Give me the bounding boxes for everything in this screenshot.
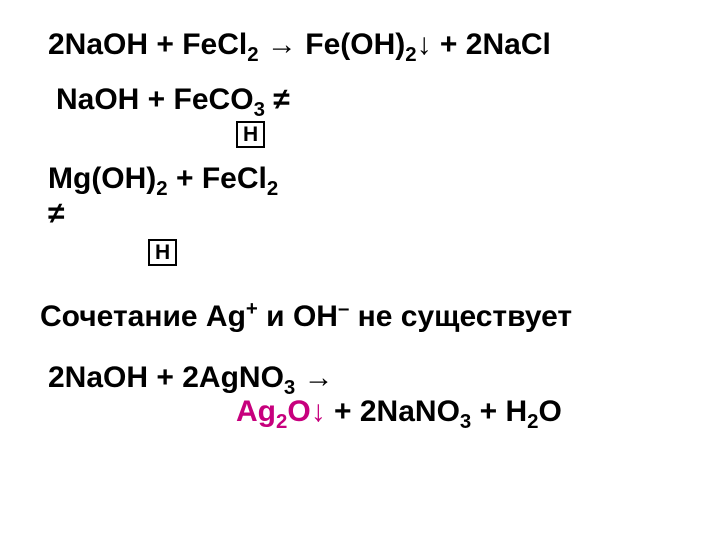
equation-3: Mg(OH)2 + FeCl2: [48, 162, 680, 197]
insoluble-box-1: Н: [236, 121, 265, 148]
eq5-p1b: O: [287, 395, 310, 428]
equation-1: 2NaOH + FeCl2 → Fe(OH)2↓ + 2NaCl: [48, 28, 680, 63]
equation-5-line2: Ag2O↓ + 2NaNO3 + H2O: [236, 395, 680, 430]
eq2-sub: 3: [254, 99, 265, 121]
eq1-prod1-sub: 2: [405, 44, 416, 66]
eq2-reactant: NaOH + FeCO: [56, 83, 254, 116]
eq1-sub1: 2: [247, 44, 258, 66]
eq3-r1: Mg(OH): [48, 162, 156, 195]
eq3-plus: + FeCl: [168, 162, 267, 195]
stmt-sup2: –: [338, 298, 349, 320]
stmt-b: и OH: [258, 300, 338, 333]
eq1-prod1: Fe(OH): [305, 28, 405, 61]
eq5-rest-a-sub: 3: [460, 411, 471, 433]
eq1-down: ↓: [417, 28, 432, 61]
eq1-rest: + 2NaCl: [432, 28, 551, 61]
eq5-rest-a: + 2NaNO: [326, 395, 460, 428]
eq5-p1: Ag: [236, 395, 276, 428]
eq5-prod-ag2o: Ag2O↓: [236, 395, 326, 428]
eq1-reactant: 2NaOH + FeCl: [48, 28, 247, 61]
eq5-r: 2NaOH + 2AgNO: [48, 361, 284, 394]
equation-3b: ≠: [48, 197, 680, 232]
eq3-neq: ≠: [48, 197, 64, 230]
statement: Сочетание Ag+ и OH– не существует: [40, 300, 680, 335]
eq2-neq: ≠: [265, 83, 290, 116]
eq1-arrow: →: [259, 28, 306, 61]
insoluble-box-1-wrap: Н: [236, 121, 680, 148]
eq5-arrow: →: [295, 361, 333, 394]
eq5-rest-b: + H: [471, 395, 527, 428]
stmt-c: не существует: [349, 300, 572, 333]
eq5-rest-b-sub: 2: [527, 411, 538, 433]
eq5-p1-sub: 2: [276, 411, 287, 433]
equation-2: NaOH + FeCO3 ≠: [56, 83, 680, 118]
eq5-down: ↓: [311, 395, 326, 428]
equation-5-line1: 2NaOH + 2AgNO3 →: [48, 361, 680, 396]
eq5-rest-c: O: [538, 395, 561, 428]
stmt-a: Сочетание Ag: [40, 300, 246, 333]
insoluble-box-2: Н: [148, 239, 177, 266]
stmt-sup1: +: [246, 298, 258, 320]
eq3-r2-sub: 2: [267, 178, 278, 200]
insoluble-box-2-wrap: Н: [148, 239, 680, 266]
eq3-r1-sub: 2: [156, 178, 167, 200]
